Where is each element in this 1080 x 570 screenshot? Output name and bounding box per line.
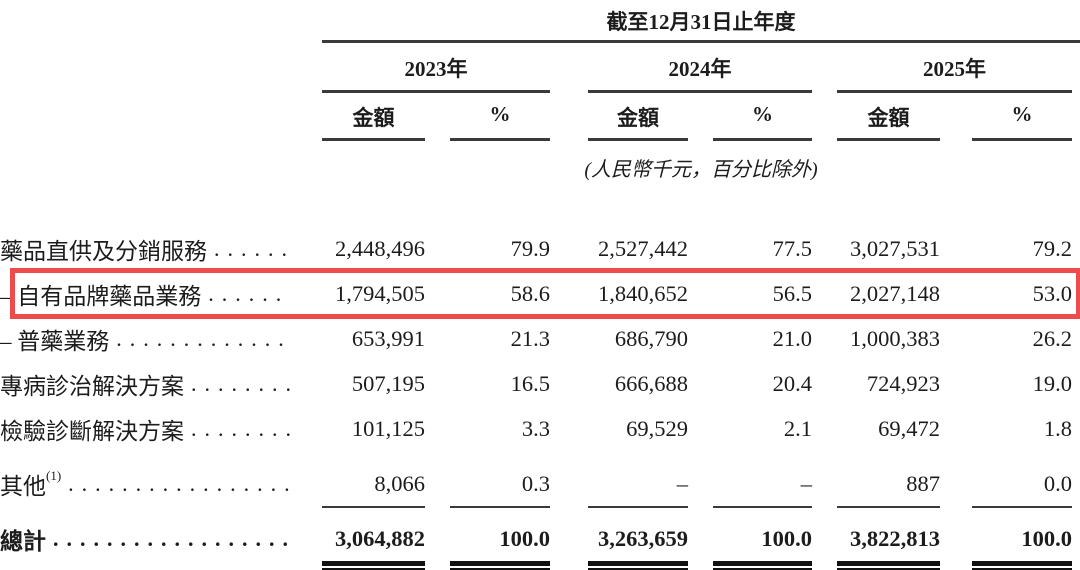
value-cell: 100.0 <box>713 516 812 570</box>
subheader-row: 金額 % 金額 % 金額 % <box>0 93 1080 141</box>
value-cell: 1,794,505 <box>335 280 425 306</box>
table-row: – 自有品牌藥品業務 ...... 1,794,505 58.6 1,840,6… <box>0 268 1080 319</box>
value-cell: 666,688 <box>614 370 688 396</box>
amount-header-2023: 金額 <box>322 93 425 141</box>
year-header-2024: 2024年 <box>588 43 812 93</box>
value-cell: 2,027,148 <box>850 280 940 306</box>
leader-dots: .................. <box>53 525 296 551</box>
row-label: 藥品直供及分銷服務 <box>0 238 207 264</box>
year-header-2025: 2025年 <box>837 43 1072 93</box>
value-cell: 101,125 <box>351 415 425 441</box>
value-cell: 3,027,531 <box>850 235 940 261</box>
row-label-cell: 其他 (1) ................. <box>0 461 322 506</box>
row-label-cell: – 自有品牌藥品業務 ...... <box>0 271 322 316</box>
value-cell: 21.0 <box>772 325 812 351</box>
value-cell: 79.9 <box>510 235 550 261</box>
row-footnote: (1) <box>46 467 62 483</box>
value-cell: 20.4 <box>772 370 812 396</box>
units-note-row: (人民幣千元，百分比除外) <box>0 141 1080 182</box>
value-cell: 56.5 <box>772 280 812 306</box>
table-row: – 普藥業務 ............. 653,991 21.3 686,79… <box>0 316 1080 361</box>
value-cell: 3,822,813 <box>837 516 940 570</box>
leader-dots: ........ <box>191 415 299 441</box>
row-label-cell: – 普藥業務 ............. <box>0 316 322 361</box>
row-label: 其他 <box>0 473 46 499</box>
value-cell: – <box>588 461 688 508</box>
value-cell: 3.3 <box>521 415 550 441</box>
value-cell: 686,790 <box>614 325 688 351</box>
value-cell: 21.3 <box>510 325 550 351</box>
value-cell: 79.2 <box>1032 235 1072 261</box>
value-cell: 16.5 <box>510 370 550 396</box>
label-column-spacer <box>0 93 322 141</box>
value-cell: 69,472 <box>878 415 940 441</box>
row-label: – 自有品牌藥品業務 <box>0 283 202 309</box>
leader-dots: ................. <box>68 470 298 496</box>
table-row: 檢驗診斷解決方案 ........ 101,125 3.3 69,529 2.1… <box>0 406 1080 451</box>
period-header-row: 截至12月31日止年度 <box>0 0 1080 43</box>
row-label: 檢驗診斷解決方案 <box>0 418 184 444</box>
row-label-cell: 總計 .................. <box>0 516 322 561</box>
year-header-row: 2023年 2024年 2025年 <box>0 43 1080 93</box>
leader-dots: ............. <box>116 325 292 351</box>
row-label: 專病診治解決方案 <box>0 373 184 399</box>
table-row: 其他 (1) ................. 8,066 0.3 – – 8… <box>0 461 1080 508</box>
leader-dots: ...... <box>208 280 290 306</box>
label-column-spacer <box>0 0 322 43</box>
percent-header-2023: % <box>450 93 550 141</box>
value-cell: 2.1 <box>783 415 812 441</box>
percent-header-2025: % <box>972 93 1072 141</box>
value-cell: 2,448,496 <box>335 235 425 261</box>
row-label-cell: 專病診治解決方案 ........ <box>0 361 322 406</box>
value-cell: 1.8 <box>1043 415 1072 441</box>
year-header-2023: 2023年 <box>322 43 550 93</box>
row-label-cell: 檢驗診斷解決方案 ........ <box>0 406 322 451</box>
table-rows: 藥品直供及分銷服務 ...... 2,448,496 79.9 2,527,44… <box>0 226 1080 570</box>
value-cell: 8,066 <box>322 461 425 508</box>
leader-dots: ........ <box>191 370 299 396</box>
row-label-cell: 藥品直供及分銷服務 ...... <box>0 226 322 271</box>
value-cell: 3,263,659 <box>588 516 688 570</box>
amount-header-2024: 金額 <box>588 93 688 141</box>
table-row: 總計 .................. 3,064,882 100.0 3,… <box>0 516 1080 570</box>
leader-dots: ...... <box>214 235 295 261</box>
amount-header-2025: 金額 <box>837 93 940 141</box>
value-cell: 0.0 <box>972 461 1072 508</box>
value-cell: 100.0 <box>972 516 1072 570</box>
value-cell: 69,529 <box>626 415 688 441</box>
value-cell: 1,000,383 <box>850 325 940 351</box>
value-cell: 724,923 <box>866 370 940 396</box>
percent-header-2024: % <box>713 93 812 141</box>
row-label: – 普藥業務 <box>0 328 110 354</box>
period-title: 截至12月31日止年度 <box>322 0 1080 43</box>
value-cell: 0.3 <box>450 461 550 508</box>
value-cell: 100.0 <box>450 516 550 570</box>
table-row: 藥品直供及分銷服務 ...... 2,448,496 79.9 2,527,44… <box>0 226 1080 271</box>
value-cell: 26.2 <box>1032 325 1072 351</box>
row-label: 總計 <box>0 528 46 554</box>
value-cell: 19.0 <box>1032 370 1072 396</box>
table-row: 專病診治解決方案 ........ 507,195 16.5 666,688 2… <box>0 361 1080 406</box>
label-column-spacer <box>0 141 322 182</box>
value-cell: 53.0 <box>1032 280 1072 306</box>
value-cell: 77.5 <box>772 235 812 261</box>
value-cell: 507,195 <box>351 370 425 396</box>
label-column-spacer <box>0 43 322 93</box>
value-cell: 887 <box>837 461 940 508</box>
value-cell: 653,991 <box>351 325 425 351</box>
value-cell: 58.6 <box>510 280 550 306</box>
value-cell: 2,527,442 <box>598 235 688 261</box>
value-cell: 3,064,882 <box>322 516 425 570</box>
units-note: (人民幣千元，百分比除外) <box>584 159 818 181</box>
value-cell: – <box>713 461 812 508</box>
value-cell: 1,840,652 <box>598 280 688 306</box>
